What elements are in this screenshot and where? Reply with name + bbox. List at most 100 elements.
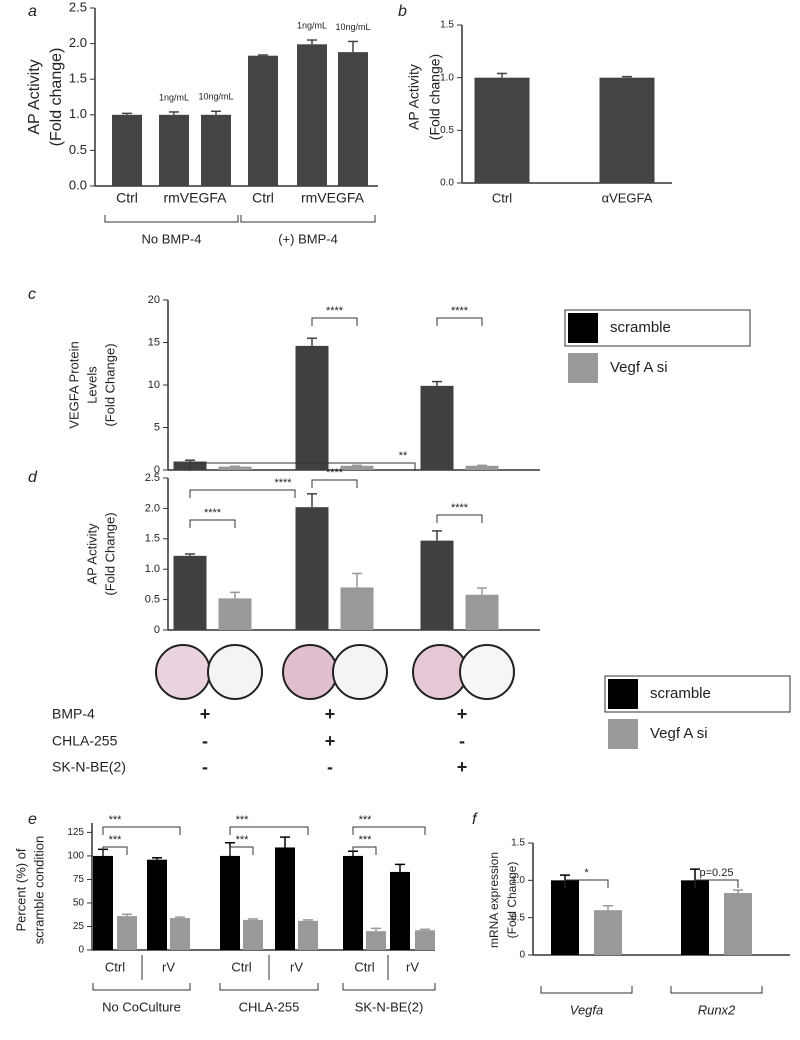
condition-mark: + <box>325 704 336 724</box>
condition-mark: + <box>457 757 468 777</box>
group-bracket <box>670 986 763 994</box>
bar <box>338 52 368 187</box>
x-tick-label: αVEGFA <box>602 190 653 205</box>
significance-label: *** <box>236 834 250 846</box>
bar <box>474 77 530 183</box>
bar <box>243 919 263 950</box>
well <box>332 644 388 700</box>
bar <box>366 931 386 950</box>
well <box>155 644 211 700</box>
panel-letter: d <box>28 469 38 486</box>
y-tick-label: 25 <box>73 921 85 932</box>
y-tick-label: 0 <box>78 945 84 956</box>
legend-swatch <box>568 313 598 343</box>
y-axis-label: Levels <box>84 366 99 404</box>
bar-label: 1ng/mL <box>297 20 327 30</box>
condition-mark: - <box>459 731 465 751</box>
bar <box>465 594 499 630</box>
bar <box>218 598 252 630</box>
y-tick-label: 1.0 <box>440 72 454 83</box>
significance-label: **** <box>451 305 469 317</box>
well <box>282 644 338 700</box>
bar <box>173 555 207 630</box>
group-label: (+) BMP-4 <box>278 231 338 246</box>
y-axis-label: AP Activity <box>406 64 422 130</box>
significance-bracket <box>311 317 358 326</box>
panel-letter: a <box>28 3 37 20</box>
significance-bracket <box>694 879 739 888</box>
condition-mark: - <box>327 757 333 777</box>
significance-bracket <box>352 826 426 835</box>
legend-label: Vegf A si <box>650 725 708 742</box>
bar <box>295 507 329 630</box>
condition-mark: + <box>457 704 468 724</box>
y-axis-label: (Fold Change) <box>102 512 117 595</box>
bar <box>112 114 142 186</box>
bar <box>117 916 137 950</box>
y-tick-label: 125 <box>67 827 84 838</box>
x-tick-label: Ctrl <box>354 959 374 974</box>
y-tick-label: 0.0 <box>440 178 454 189</box>
y-tick-label: 0 <box>519 950 525 961</box>
condition-name: BMP-4 <box>52 706 95 722</box>
condition-mark: - <box>202 731 208 751</box>
y-tick-label: 20 <box>148 294 160 306</box>
well <box>207 644 263 700</box>
significance-bracket <box>102 826 181 835</box>
y-axis-label: AP Activity <box>84 523 99 585</box>
bar <box>465 465 499 470</box>
significance-label: **** <box>326 467 344 479</box>
bar <box>295 345 329 470</box>
bar <box>390 871 410 950</box>
y-axis-label: (Fold Change) <box>102 343 117 426</box>
condition-mark: + <box>200 704 211 724</box>
group-label: CHLA-255 <box>239 999 300 1014</box>
bar <box>159 114 189 186</box>
y-tick-label: 15 <box>148 336 160 348</box>
bar <box>724 893 752 955</box>
y-tick-label: 0.5 <box>511 912 525 923</box>
condition-mark: - <box>202 757 208 777</box>
bar <box>218 466 252 470</box>
x-tick-label: rmVEGFA <box>301 190 365 206</box>
y-tick-label: 1.0 <box>511 875 525 886</box>
panel-letter: f <box>472 811 478 828</box>
bar <box>147 859 167 950</box>
significance-bracket <box>189 519 236 528</box>
y-tick-label: 0.5 <box>440 125 454 136</box>
x-tick-label: Ctrl <box>231 959 251 974</box>
well <box>412 644 468 700</box>
panel-letter: b <box>398 3 407 20</box>
y-tick-label: 1.5 <box>440 20 454 31</box>
y-tick-label: 0 <box>154 624 160 636</box>
group-bracket <box>219 983 319 991</box>
y-tick-label: 1.0 <box>145 563 160 575</box>
significance-label: **** <box>326 305 344 317</box>
bar <box>343 855 363 950</box>
bar <box>594 910 622 955</box>
group-label: No CoCulture <box>102 999 181 1014</box>
bar <box>297 44 327 187</box>
bar <box>201 114 231 186</box>
bar <box>420 540 454 630</box>
bar <box>298 920 318 950</box>
condition-name: SK-N-BE(2) <box>52 759 126 775</box>
significance-bracket <box>189 489 296 498</box>
group-bracket <box>240 215 376 223</box>
significance-bracket <box>229 846 254 855</box>
y-tick-label: 0.0 <box>69 177 87 192</box>
y-tick-label: 10 <box>148 379 160 391</box>
significance-label: **** <box>274 477 292 489</box>
y-tick-label: 50 <box>73 898 85 909</box>
group-label: Runx2 <box>698 1002 736 1017</box>
bar-label: 1ng/mL <box>159 92 189 102</box>
legend-swatch <box>568 353 598 383</box>
x-tick-label: Ctrl <box>105 959 125 974</box>
bar <box>551 880 579 955</box>
y-tick-label: 0 <box>154 464 160 476</box>
x-tick-label: Ctrl <box>492 190 512 205</box>
bar <box>415 930 435 950</box>
bar <box>681 880 709 955</box>
group-bracket <box>342 983 436 991</box>
